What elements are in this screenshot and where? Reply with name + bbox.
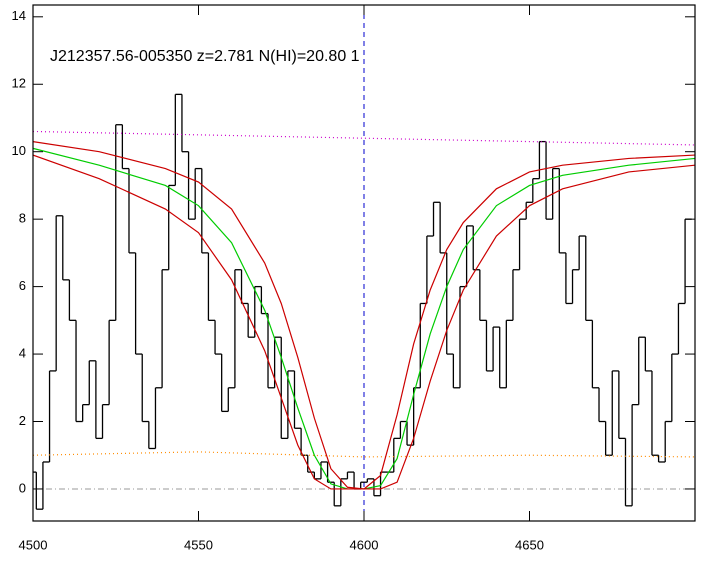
- y-tick-label: 6: [19, 278, 26, 293]
- y-tick-label: 14: [12, 8, 26, 23]
- y-tick-label: 10: [12, 143, 26, 158]
- y-tick-label: 8: [19, 211, 26, 226]
- x-tick-label: 4600: [350, 537, 379, 552]
- y-tick-label: 12: [12, 76, 26, 91]
- model-line: [33, 154, 695, 490]
- y-tick-label: 0: [19, 480, 26, 495]
- y-tick-label: 2: [19, 413, 26, 428]
- x-tick-label: 4500: [19, 537, 48, 552]
- plot: [33, 5, 695, 521]
- chart-title: J212357.56-005350 z=2.781 N(HI)=20.80 1: [50, 48, 360, 65]
- plot-frame: [32, 4, 696, 522]
- y-tick-label: 4: [19, 345, 26, 360]
- x-tick-label: 4550: [184, 537, 213, 552]
- x-tick-label: 4650: [515, 537, 544, 552]
